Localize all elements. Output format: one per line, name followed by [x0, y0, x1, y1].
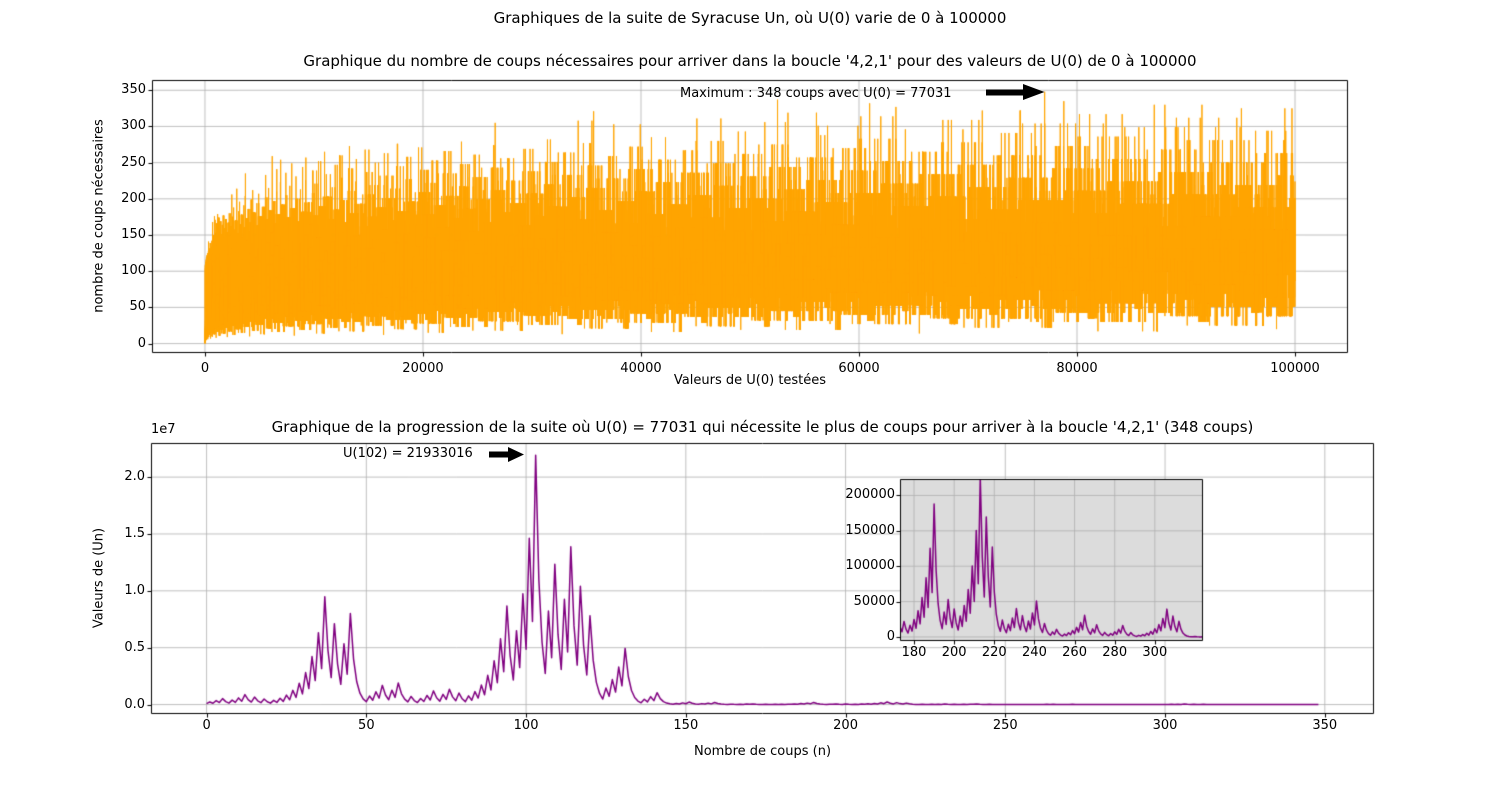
chart1-ytick-label: 0	[137, 335, 146, 351]
chart2-ytick-label: 1.0	[124, 582, 145, 598]
inset-ytick-label: 0	[886, 628, 895, 644]
chart2-ytick-label: 0.0	[124, 696, 145, 712]
chart1-xtick-label: 0	[200, 361, 210, 376]
chart2-xtick-label: 50	[358, 718, 375, 733]
chart1-xtick-label: 80000	[1056, 361, 1098, 376]
inset-ytick-label: 100000	[845, 558, 895, 574]
chart1-ytick-label: 50	[129, 299, 146, 315]
chart1-ylabel: nombre de coups nécessaires	[91, 119, 107, 313]
figure-suptitle: Graphiques de la suite de Syracuse Un, o…	[493, 9, 1007, 27]
chart2-offset-text: 1e7	[151, 422, 176, 437]
chart1-xtick-label: 60000	[838, 361, 880, 376]
chart1-ytick-label: 250	[121, 154, 146, 170]
chart2-xtick-label: 150	[673, 718, 699, 733]
chart2-ytick-label: 0.5	[124, 639, 145, 655]
chart2-xtick-label: 0	[202, 718, 211, 733]
inset-xtick-label: 240	[1022, 645, 1047, 660]
inset-ytick-label: 50000	[853, 593, 895, 609]
chart1-xtick-label: 20000	[402, 361, 444, 376]
chart2-xtick-label: 300	[1152, 718, 1178, 733]
chart2-xtick-label: 250	[992, 718, 1018, 733]
chart2-ytick-label: 1.5	[124, 525, 145, 541]
chart2-ylabel: Valeurs de (Un)	[91, 527, 107, 629]
inset-ytick-label: 150000	[845, 522, 895, 538]
chart1-ytick-label: 200	[121, 190, 146, 206]
inset-xtick-label: 260	[1062, 645, 1087, 660]
chart2-xtick-label: 350	[1312, 718, 1338, 733]
chart1-xtick-label: 40000	[620, 361, 662, 376]
chart1-ytick-label: 150	[121, 226, 146, 242]
chart2-xtick-label: 200	[833, 718, 858, 733]
inset-xtick-label: 200	[941, 645, 967, 660]
chart1-ytick-label: 100	[121, 263, 146, 279]
chart1-title: Graphique du nombre de coups nécessaires…	[303, 52, 1197, 70]
chart2-title: Graphique de la progression de la suite …	[271, 418, 1254, 436]
chart2-xlabel: Nombre de coups (n)	[693, 744, 832, 759]
chart2-xtick-label: 100	[513, 718, 539, 733]
inset-ytick-label: 200000	[845, 487, 895, 503]
chart1-max-annotation: Maximum : 348 coups avec U(0) = 77031	[680, 86, 952, 101]
inset-xtick-label: 180	[901, 645, 927, 660]
inset-xtick-label: 220	[981, 645, 1007, 660]
chart1-ytick-label: 300	[121, 118, 146, 134]
inset-xtick-label: 280	[1102, 645, 1128, 660]
chart1-xlabel: Valeurs de U(0) testées	[673, 373, 827, 388]
chart2-peak-annotation: U(102) = 21933016	[343, 446, 473, 461]
chart1-xtick-label: 100000	[1270, 361, 1320, 376]
inset-xtick-label: 300	[1142, 645, 1168, 660]
chart2-ytick-label: 2.0	[124, 468, 145, 484]
chart1-ytick-label: 350	[121, 82, 146, 98]
